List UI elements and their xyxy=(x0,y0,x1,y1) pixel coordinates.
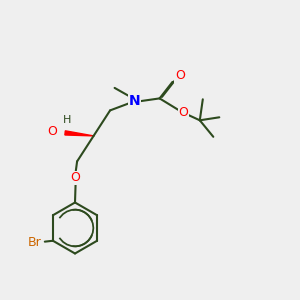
Text: O: O xyxy=(48,125,57,138)
Text: O: O xyxy=(179,106,188,119)
Text: O: O xyxy=(175,69,184,82)
Polygon shape xyxy=(65,131,94,136)
Text: O: O xyxy=(175,69,184,82)
Text: N: N xyxy=(128,94,140,108)
Text: O: O xyxy=(71,171,80,184)
Text: Br: Br xyxy=(28,236,42,249)
Text: O: O xyxy=(48,125,57,138)
Text: H: H xyxy=(62,115,71,125)
Text: O: O xyxy=(179,106,188,119)
Text: O: O xyxy=(71,171,80,184)
Text: N: N xyxy=(128,94,140,108)
Text: H: H xyxy=(62,115,71,125)
Text: Br: Br xyxy=(28,236,42,249)
